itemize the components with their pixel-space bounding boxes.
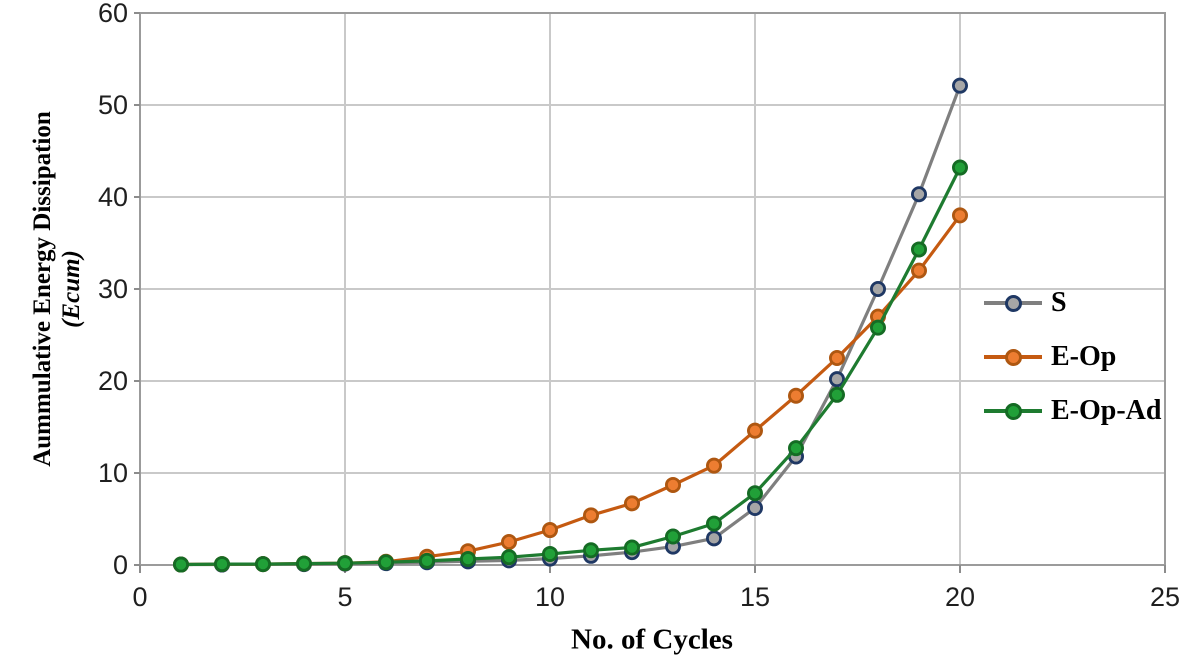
x-tick-label: 15 [740,582,770,612]
series-marker-e-op [788,387,805,404]
legend-label-e-op: E-Op [1051,341,1117,372]
series-marker-e-op-ad [500,549,517,566]
series-marker-e-op-ad [624,539,641,556]
legend-marker-e-op [984,346,1042,368]
series-marker-e-op [542,522,559,539]
series-marker-e-op-ad [336,555,353,572]
series-marker-e-op-ad [952,159,969,176]
series-marker-e-op-ad [911,241,928,258]
y-tick-label: 0 [113,550,128,580]
legend-item-e-op-ad: E-Op-Ad [984,389,1161,433]
x-tick-label: 0 [132,582,147,612]
series-marker-s [911,186,928,203]
x-axis-title: No. of Cycles [571,623,733,656]
series-marker-e-op [829,349,846,366]
series-marker-e-op [500,534,517,551]
x-tick-label: 5 [337,582,352,612]
x-tick-label: 10 [535,582,565,612]
y-tick-label: 20 [98,366,128,396]
legend: S E-Op E-Op-Ad [984,281,1161,443]
series-marker-e-op-ad [254,556,271,573]
series-marker-e-op-ad [377,554,394,571]
series-marker-e-op-ad [706,515,723,532]
series-marker-s [952,77,969,94]
series-marker-e-op-ad [665,528,682,545]
series-marker-e-op-ad [418,552,435,569]
legend-dot-swatch [1004,402,1022,420]
legend-label-s: S [1051,287,1067,318]
series-marker-e-op-ad [829,386,846,403]
series-marker-e-op [747,422,764,439]
series-marker-e-op [665,476,682,493]
legend-item-s: S [984,281,1161,325]
series-marker-e-op-ad [870,319,887,336]
series-marker-e-op-ad [213,556,230,573]
series-marker-e-op [583,507,600,524]
legend-marker-e-op-ad [984,400,1042,422]
x-tick-label: 25 [1150,582,1180,612]
series-marker-e-op-ad [295,555,312,572]
series-marker-e-op-ad [459,551,476,568]
y-tick-label: 50 [98,90,128,120]
series-marker-e-op [706,457,723,474]
series-marker-e-op-ad [172,556,189,573]
series-marker-e-op-ad [583,542,600,559]
legend-label-e-op-ad: E-Op-Ad [1051,395,1162,426]
series-marker-e-op [624,495,641,512]
y-axis-title-line1: Aummulative Energy Dissipation [29,111,56,467]
series-marker-e-op [952,207,969,224]
series-marker-e-op [911,262,928,279]
series-marker-s [747,499,764,516]
x-tick-label: 20 [945,582,975,612]
legend-dot-swatch [1004,294,1022,312]
series-marker-e-op-ad [747,485,764,502]
y-tick-label: 10 [98,458,128,488]
series-marker-s [706,530,723,547]
y-tick-label: 60 [98,0,128,28]
y-tick-label: 40 [98,182,128,212]
series-marker-s [829,371,846,388]
y-axis-title-line2: (Ecum) [58,250,85,328]
series-marker-e-op-ad [542,545,559,562]
series-line-s [179,84,962,567]
series-marker-s [870,280,887,297]
legend-dot-swatch [1004,348,1022,366]
series-marker-e-op-ad [788,440,805,457]
y-axis-title: Aummulative Energy Dissipation (Ecum) [28,111,86,467]
y-tick-label: 30 [98,274,128,304]
legend-item-e-op: E-Op [984,335,1161,379]
legend-marker-s [984,292,1042,314]
